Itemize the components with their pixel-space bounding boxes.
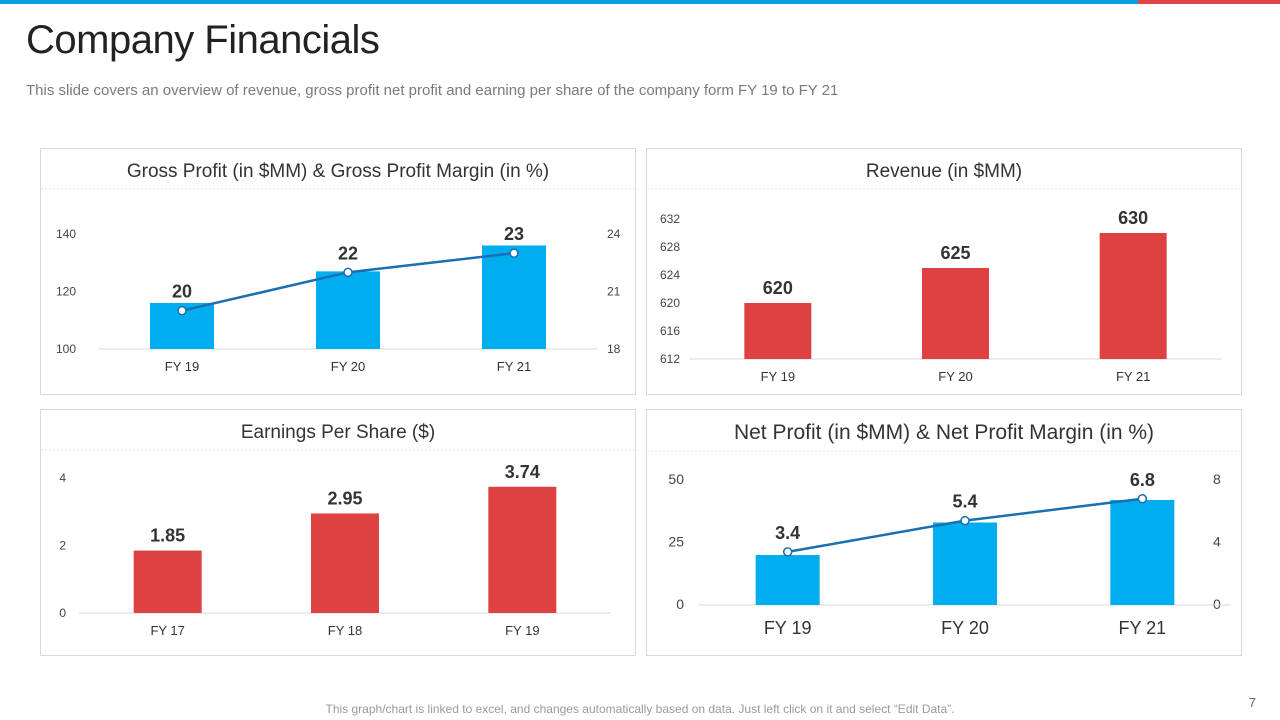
gross-profit-chart-panel[interactable]: Gross Profit (in $MM) & Gross Profit Mar… (40, 148, 636, 395)
net-bar (933, 522, 997, 605)
revenue-x-tick: FY 19 (761, 369, 795, 384)
slide-subtitle: This slide covers an overview of revenue… (26, 82, 839, 99)
revenue-y-tick: 612 (660, 352, 680, 366)
net-y-tick: 25 (668, 534, 684, 550)
gross-margin-value-label: 22 (338, 243, 358, 263)
net-y-tick: 50 (668, 471, 684, 487)
net-margin-value-label: 5.4 (952, 492, 977, 512)
gross-chart-title: Gross Profit (in $MM) & Gross Profit Mar… (127, 161, 549, 182)
revenue-y-tick: 616 (660, 324, 680, 338)
gross-margin-point (509, 248, 519, 258)
gross-y-tick: 120 (56, 285, 76, 299)
eps-bar-value-label: 2.95 (327, 488, 362, 508)
revenue-x-tick: FY 21 (1116, 369, 1150, 384)
net-chart-svg: Net Profit (in $MM) & Net Profit Margin … (647, 421, 1241, 638)
slide-title: Company Financials (26, 18, 380, 62)
gross-margin-point (177, 305, 187, 316)
revenue-chart-svg: Revenue (in $MM) 612 616 620 624 628 632 FY 19 F… (647, 161, 1241, 384)
net-y2-tick: 0 (1213, 596, 1221, 612)
net-margin-point (960, 515, 970, 526)
gross-y2-tick: 24 (607, 227, 621, 241)
revenue-bar-value-label: 630 (1118, 208, 1148, 228)
net-x-tick: FY 19 (764, 618, 812, 638)
eps-x-tick: FY 17 (150, 623, 184, 638)
eps-bar-value-label: 1.85 (150, 526, 185, 546)
gross-x-tick: FY 20 (331, 359, 365, 374)
revenue-chart-title: Revenue (in $MM) (866, 161, 1022, 182)
net-margin-point (782, 547, 793, 557)
net-margin-point (1137, 494, 1148, 504)
eps-bar (133, 550, 202, 613)
gross-x-tick: FY 21 (497, 359, 531, 374)
eps-x-tick: FY 18 (328, 623, 362, 638)
eps-bar (311, 513, 379, 613)
net-margin-value-label: 3.4 (775, 523, 800, 543)
net-y-tick: 0 (676, 596, 684, 612)
page-number: 7 (1248, 695, 1256, 710)
eps-x-tick: FY 19 (505, 623, 539, 638)
eps-chart-panel[interactable]: Earnings Per Share ($) 0 2 4 FY 17 FY 18 FY 19… (40, 409, 636, 656)
eps-y-tick: 2 (59, 539, 66, 553)
eps-chart-svg: Earnings Per Share ($) 0 2 4 FY 17 FY 18 FY 19… (41, 422, 635, 638)
gross-y-tick: 140 (56, 227, 76, 241)
gross-y-tick: 100 (56, 342, 76, 356)
net-bar (1110, 500, 1175, 605)
gross-x-tick: FY 19 (165, 359, 199, 374)
gross-chart-svg: Gross Profit (in $MM) & Gross Profit Mar… (41, 161, 635, 374)
gross-bar (316, 271, 380, 349)
gross-y2-tick: 21 (607, 285, 621, 299)
net-bar (755, 555, 820, 605)
revenue-chart-panel[interactable]: Revenue (in $MM) 612 616 620 624 628 632 FY 19 F… (646, 148, 1242, 395)
gross-margin-value-label: 20 (172, 282, 192, 302)
gross-y2-tick: 18 (607, 342, 621, 356)
revenue-y-tick: 628 (660, 240, 680, 254)
footer-note: This graph/chart is linked to excel, and… (325, 702, 955, 716)
net-y2-tick: 8 (1213, 471, 1221, 487)
eps-y-tick: 4 (59, 471, 66, 485)
revenue-bar (922, 268, 989, 359)
net-x-tick: FY 20 (941, 618, 989, 638)
revenue-x-tick: FY 20 (938, 369, 972, 384)
net-x-tick: FY 21 (1118, 618, 1166, 638)
revenue-bar-value-label: 625 (940, 243, 970, 263)
revenue-bar (744, 303, 812, 359)
top-accent-bar-blue (0, 0, 1138, 4)
eps-y-tick: 0 (59, 606, 66, 620)
net-profit-chart-panel[interactable]: Net Profit (in $MM) & Net Profit Margin … (646, 409, 1242, 656)
net-chart-title: Net Profit (in $MM) & Net Profit Margin … (734, 421, 1154, 444)
top-accent-bar-red (1138, 0, 1280, 4)
gross-margin-value-label: 23 (504, 224, 524, 244)
net-y2-tick: 4 (1213, 534, 1221, 550)
eps-bar (488, 486, 557, 613)
eps-chart-title: Earnings Per Share ($) (241, 422, 435, 443)
gross-margin-point (343, 267, 353, 278)
gross-bar (482, 245, 546, 349)
eps-bar-value-label: 3.74 (505, 462, 540, 482)
revenue-y-tick: 632 (660, 212, 680, 226)
revenue-y-tick: 624 (660, 268, 680, 282)
net-margin-value-label: 6.8 (1130, 470, 1155, 490)
revenue-y-tick: 620 (660, 296, 680, 310)
revenue-bar (1099, 233, 1167, 359)
revenue-bar-value-label: 620 (763, 278, 793, 298)
